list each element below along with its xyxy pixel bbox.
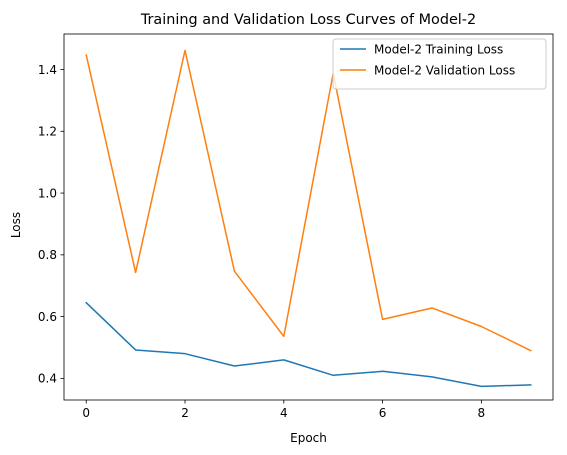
y-tick-label: 1.2 bbox=[38, 125, 57, 139]
legend-label: Model-2 Validation Loss bbox=[374, 63, 515, 77]
legend-box bbox=[332, 38, 547, 90]
y-axis-title: Loss bbox=[9, 212, 23, 238]
y-tick-label: 0.4 bbox=[38, 372, 57, 386]
x-tick-label: 0 bbox=[82, 406, 90, 420]
axes-frame bbox=[63, 33, 554, 401]
series-line-validation-loss bbox=[85, 49, 532, 352]
y-tick-label: 0.8 bbox=[38, 248, 57, 262]
y-tick-label: 1.0 bbox=[38, 186, 57, 200]
plot-area: 0 2 4 6 8 0.4 0.6 0.8 1.0 1.2 1.4 bbox=[38, 33, 554, 420]
x-tick-label: 6 bbox=[379, 406, 387, 420]
legend-label: Model-2 Training Loss bbox=[374, 42, 503, 56]
chart-title: Training and Validation Loss Curves of M… bbox=[140, 12, 476, 28]
x-tick-label: 8 bbox=[478, 406, 486, 420]
y-tick-label: 1.4 bbox=[38, 63, 57, 77]
x-tick-label: 2 bbox=[181, 406, 189, 420]
y-tick-label: 0.6 bbox=[38, 310, 57, 324]
x-axis-title: Epoch bbox=[290, 431, 327, 445]
legend: Model-2 Training Loss Model-2 Validation … bbox=[332, 38, 547, 90]
x-tick-label: 4 bbox=[280, 406, 288, 420]
series-line-training-loss bbox=[85, 301, 532, 388]
